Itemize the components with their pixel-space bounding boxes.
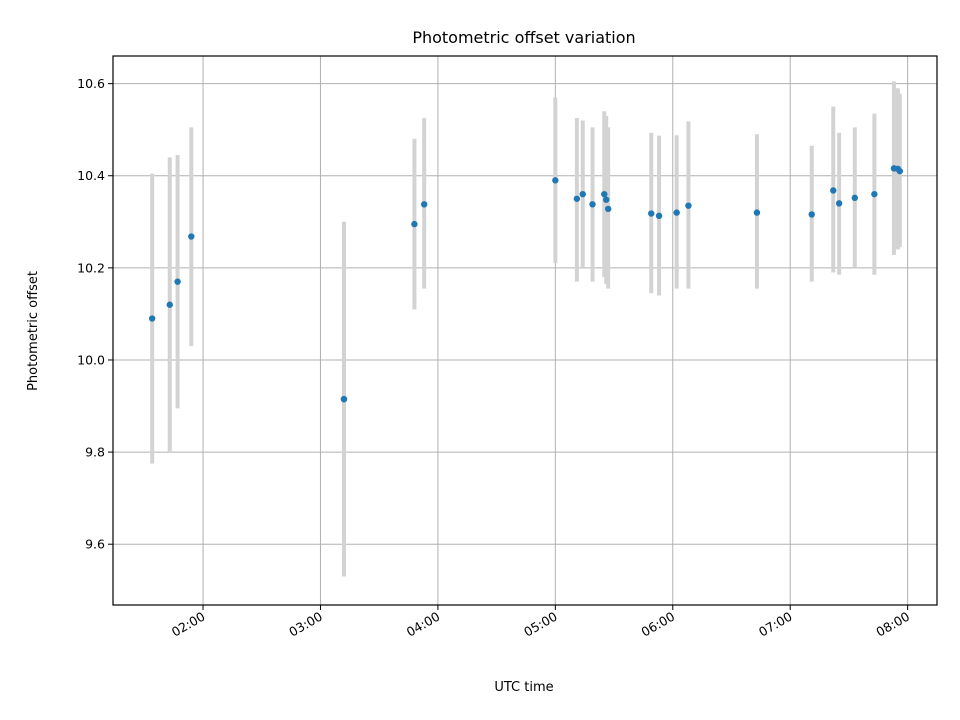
data-point <box>835 200 843 207</box>
y-axis-label: Photometric offset <box>26 271 41 391</box>
y-tick-label: 9.6 <box>85 537 105 552</box>
data-point <box>188 233 195 240</box>
data-point <box>655 212 663 220</box>
data-point <box>753 209 761 216</box>
data-point <box>685 202 692 209</box>
grid-lines <box>113 56 937 605</box>
data-point <box>896 167 904 175</box>
data-point <box>579 190 586 198</box>
y-tick-label: 10.4 <box>77 168 105 183</box>
data-point <box>589 201 596 208</box>
y-tick-label: 10.6 <box>77 76 105 91</box>
data-point <box>411 220 418 228</box>
data-point <box>673 209 680 216</box>
data-point <box>340 395 348 403</box>
data-point <box>174 278 181 285</box>
data-point <box>148 315 156 322</box>
data-point <box>573 195 581 202</box>
data-point <box>851 194 858 202</box>
y-tick-label: 9.8 <box>85 445 105 460</box>
x-axis-label: UTC time <box>494 680 553 695</box>
data-point <box>648 210 655 217</box>
data-point <box>871 190 878 198</box>
data-point <box>552 177 559 184</box>
data-point <box>830 187 837 194</box>
y-tick-label: 10.0 <box>77 352 105 367</box>
data-points <box>148 165 904 403</box>
data-point <box>808 211 815 218</box>
data-point <box>603 196 610 203</box>
data-point <box>166 301 173 308</box>
data-point <box>604 205 612 213</box>
chart-title: Photometric offset variation <box>412 28 635 47</box>
y-tick-label: 10.2 <box>77 260 105 275</box>
data-point <box>601 190 608 198</box>
plot-area-frame <box>112 55 938 606</box>
data-point <box>421 201 428 208</box>
